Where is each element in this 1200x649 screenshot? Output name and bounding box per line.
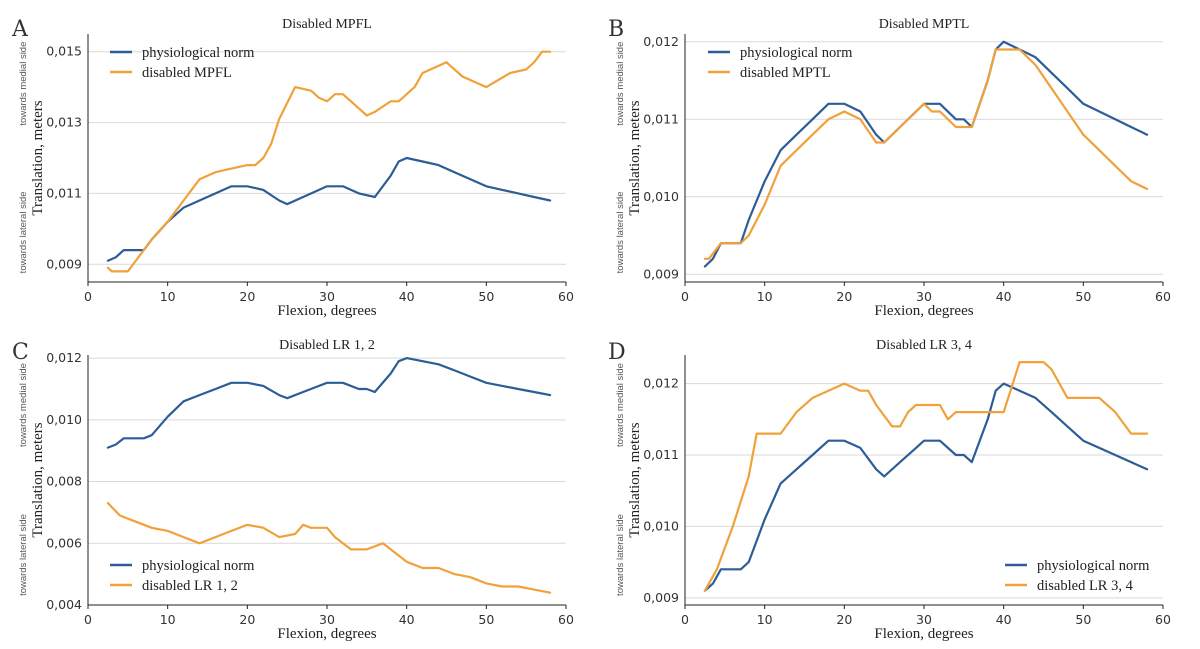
legend: physiological norm disabled MPFL [110, 45, 255, 81]
chart-title: Disabled LR 3, 4 [876, 338, 972, 353]
series-line-norm [703, 382, 1149, 592]
x-tick-label: 30 [916, 289, 932, 304]
chart-panel-b: B Disabled MPTL 0,009 0,010 0,011 0,012 0 10 20 3… [608, 17, 1171, 319]
x-tick-label: 40 [399, 289, 415, 304]
panel-letter: B [608, 17, 624, 42]
side-label-lateral: towards lateral side [615, 191, 626, 273]
side-label-medial: towards medial side [18, 363, 29, 447]
y-axis-label: Translation, meters [627, 100, 643, 215]
x-tick-label: 20 [239, 612, 255, 627]
x-tick-label: 0 [84, 289, 92, 304]
x-tick-label: 10 [757, 289, 773, 304]
side-label-medial: towards medial side [615, 42, 626, 126]
y-tick-label: 0,006 [46, 535, 82, 550]
x-tick-label: 50 [478, 289, 494, 304]
series-line-disabled [703, 48, 1149, 260]
chart-title: Disabled LR 1, 2 [279, 338, 375, 353]
x-tick-label: 30 [916, 612, 932, 627]
legend-label: physiological norm [1037, 558, 1150, 574]
chart-title: Disabled MPFL [282, 17, 372, 32]
chart-panel-a: A Disabled MPFL 0,009 0,011 0,013 0,015 0 10 20 3… [11, 17, 574, 319]
y-tick-label: 0,004 [46, 597, 82, 612]
x-tick-label: 0 [84, 612, 92, 627]
y-tick-label: 0,009 [643, 266, 679, 281]
y-tick-label: 0,010 [46, 412, 82, 427]
y-tick-label: 0,013 [46, 115, 82, 130]
x-axis-label: Flexion, degrees [277, 303, 376, 319]
side-label-medial: towards medial side [18, 42, 29, 126]
x-tick-label: 40 [399, 612, 415, 627]
y-axis-label: Translation, meters [627, 422, 643, 537]
x-tick-label: 60 [1155, 612, 1171, 627]
y-tick-label: 0,009 [643, 590, 679, 605]
x-tick-label: 60 [1155, 289, 1171, 304]
chart-panel-d: D Disabled LR 3, 4 0,009 0,010 0,011 0,012 0 10… [608, 338, 1171, 642]
legend-label: physiological norm [740, 45, 853, 61]
panel-letter: C [12, 340, 29, 365]
y-axis-label: Translation, meters [30, 422, 46, 537]
chart-panel-c: C Disabled LR 1, 2 0,004 0,006 0,008 0,010 0,0… [12, 338, 574, 642]
legend: physiological norm disabled LR 1, 2 [110, 558, 255, 594]
y-tick-label: 0,011 [46, 185, 82, 200]
y-tick-label: 0,011 [643, 111, 679, 126]
x-tick-label: 40 [996, 289, 1012, 304]
panel-letter: A [11, 17, 29, 42]
x-axis-label: Flexion, degrees [874, 303, 973, 319]
x-tick-label: 50 [478, 612, 494, 627]
x-tick-label: 0 [681, 289, 689, 304]
series-line-disabled [106, 502, 552, 594]
legend: physiological norm disabled LR 3, 4 [1005, 558, 1150, 594]
y-tick-label: 0,011 [643, 447, 679, 462]
y-tick-label: 0,008 [46, 474, 82, 489]
series-line-norm [106, 156, 552, 262]
side-label-lateral: towards lateral side [18, 191, 29, 273]
x-axis-label: Flexion, degrees [277, 626, 376, 642]
y-tick-label: 0,012 [643, 376, 679, 391]
y-axis-label: Translation, meters [30, 100, 46, 215]
legend-label: disabled MPTL [740, 65, 831, 81]
x-tick-label: 60 [558, 289, 574, 304]
x-tick-label: 0 [681, 612, 689, 627]
x-tick-label: 10 [757, 612, 773, 627]
y-tick-label: 0,010 [643, 189, 679, 204]
y-tick-label: 0,012 [46, 350, 82, 365]
x-tick-label: 30 [319, 289, 335, 304]
y-tick-label: 0,015 [46, 44, 82, 59]
legend-label: disabled MPFL [142, 65, 232, 81]
side-label-lateral: towards lateral side [615, 514, 626, 596]
x-tick-label: 10 [160, 289, 176, 304]
y-tick-label: 0,012 [643, 34, 679, 49]
x-tick-label: 10 [160, 612, 176, 627]
legend-label: disabled LR 3, 4 [1037, 578, 1134, 594]
series-line-norm [106, 357, 552, 449]
legend-label: disabled LR 1, 2 [142, 578, 238, 594]
x-tick-label: 50 [1075, 612, 1091, 627]
x-tick-label: 40 [996, 612, 1012, 627]
x-tick-label: 20 [239, 289, 255, 304]
side-label-lateral: towards lateral side [18, 514, 29, 596]
chart-title: Disabled MPTL [879, 17, 970, 32]
legend: physiological norm disabled MPTL [708, 45, 853, 81]
side-label-medial: towards medial side [615, 363, 626, 447]
series-line-disabled [703, 361, 1149, 592]
x-tick-label: 50 [1075, 289, 1091, 304]
legend-label: physiological norm [142, 558, 255, 574]
y-tick-label: 0,009 [46, 256, 82, 271]
x-tick-label: 20 [836, 289, 852, 304]
legend-label: physiological norm [142, 45, 255, 61]
x-tick-label: 20 [836, 612, 852, 627]
x-tick-label: 60 [558, 612, 574, 627]
panel-letter: D [608, 340, 626, 365]
y-tick-label: 0,010 [643, 518, 679, 533]
series-line-disabled [106, 50, 552, 273]
x-tick-label: 30 [319, 612, 335, 627]
x-axis-label: Flexion, degrees [874, 626, 973, 642]
